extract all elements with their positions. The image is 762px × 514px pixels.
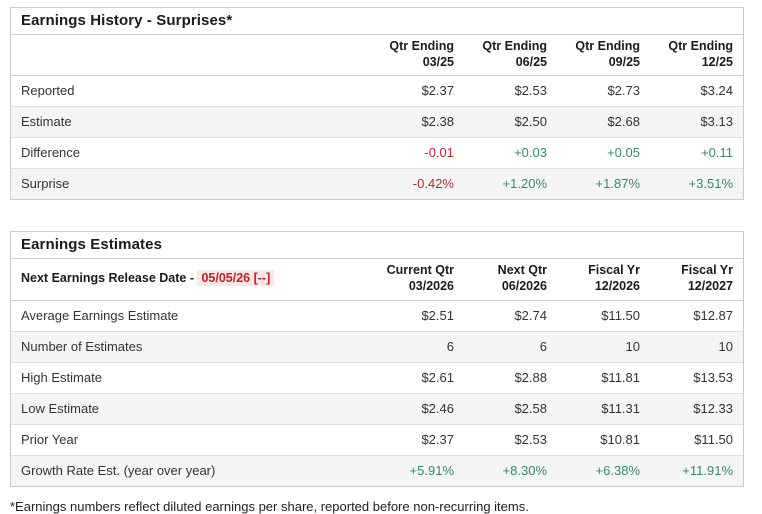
header-line1: Qtr Ending (389, 39, 454, 53)
header-line2: 12/25 (701, 54, 733, 69)
row-label: Low Estimate (11, 392, 371, 424)
next-earnings-release-date: 05/05/26 [--] (197, 270, 275, 287)
table-row-prior-year: Prior Year $2.37 $2.53 $10.81 $11.50 (11, 423, 743, 455)
cell-value: $11.50 (650, 423, 743, 455)
cell-value: +1.20% (464, 168, 557, 200)
row-label: High Estimate (11, 361, 371, 393)
cell-value: $2.61 (371, 361, 464, 393)
row-label: Reported (21, 83, 75, 99)
header-row: Qtr Ending 03/25 Qtr Ending 06/25 Qtr En… (11, 35, 743, 77)
row-label: Difference (11, 137, 371, 169)
earnings-estimates-title: Earnings Estimates (11, 232, 743, 260)
header-line1: Qtr Ending (575, 39, 640, 53)
column-header-qtr1: Qtr Ending 03/25 (371, 35, 464, 77)
cell-value: +1.87% (557, 168, 650, 200)
cell-value: $3.13 (650, 106, 743, 138)
cell-value: $3.24 (700, 83, 733, 99)
cell-value: +0.03 (464, 137, 557, 169)
table-row-low-estimate: Low Estimate $2.46 $2.58 $11.31 $12.33 (11, 392, 743, 424)
cell-value: +3.51% (650, 168, 743, 200)
cell-value: $2.74 (514, 307, 547, 323)
cell-value: -0.42% (371, 168, 464, 200)
header-line2: 06/2026 (501, 278, 547, 293)
cell-value: $2.53 (464, 423, 557, 455)
column-header-qtr4: Qtr Ending 12/25 (650, 35, 743, 77)
header-line1: Next Qtr (497, 263, 547, 278)
cell-value: +8.30% (464, 454, 557, 486)
cell-value: $2.58 (464, 392, 557, 424)
cell-value: $12.33 (650, 392, 743, 424)
table-row-number-of-estimates: Number of Estimates 6 6 10 10 (11, 330, 743, 362)
cell-value: $12.87 (693, 307, 733, 323)
row-label: Average Earnings Estimate (21, 307, 179, 323)
cell-value: 6 (464, 330, 557, 362)
cell-value: +6.38% (557, 454, 650, 486)
row-label: Number of Estimates (11, 330, 371, 362)
earnings-history-title: Earnings History - Surprises* (11, 8, 743, 35)
table-row-high-estimate: High Estimate $2.61 $2.88 $11.81 $13.53 (11, 361, 743, 393)
header-line1: Fiscal Yr (588, 263, 640, 278)
row-label: Estimate (11, 106, 371, 138)
table-row-estimate: Estimate $2.38 $2.50 $2.68 $3.13 (11, 106, 743, 138)
cell-value: 10 (650, 330, 743, 362)
cell-value: $11.31 (557, 392, 650, 424)
header-row: Next Earnings Release Date - 05/05/26 [-… (11, 259, 743, 301)
column-header-fiscal-yr2: Fiscal Yr 12/2027 (650, 259, 743, 301)
column-header-qtr2: Qtr Ending 06/25 (464, 35, 557, 77)
header-line1: Qtr Ending (668, 39, 733, 53)
cell-value: $2.88 (464, 361, 557, 393)
cell-value: +0.11 (650, 137, 743, 169)
cell-value: $10.81 (557, 423, 650, 455)
earnings-footnote: *Earnings numbers reflect diluted earnin… (10, 498, 529, 514)
header-line2: 09/25 (608, 54, 640, 69)
column-header-qtr3: Qtr Ending 09/25 (557, 35, 650, 77)
row-label: Growth Rate Est. (year over year) (11, 454, 371, 486)
cell-value: $2.46 (371, 392, 464, 424)
cell-value: $2.37 (421, 83, 454, 99)
cell-value: 10 (557, 330, 650, 362)
cell-value: $11.81 (557, 361, 650, 393)
cell-value: 6 (371, 330, 464, 362)
row-label: Surprise (11, 168, 371, 200)
cell-value: $2.53 (514, 83, 547, 99)
table-row-average-earnings-estimate: Average Earnings Estimate $2.51 $2.74 $1… (11, 300, 743, 331)
column-header-current-qtr: Current Qtr 03/2026 (371, 259, 464, 301)
table-row-growth-rate: Growth Rate Est. (year over year) +5.91%… (11, 454, 743, 486)
earnings-history-table: Qtr Ending 03/25 Qtr Ending 06/25 Qtr En… (11, 35, 743, 200)
earnings-history-card: Earnings History - Surprises* Qtr Ending… (10, 7, 744, 201)
earnings-estimates-table: Next Earnings Release Date - 05/05/26 [-… (11, 259, 743, 486)
header-line1: Qtr Ending (482, 39, 547, 53)
cell-value: +5.91% (371, 454, 464, 486)
cell-value: +11.91% (650, 454, 743, 486)
cell-value: $2.38 (371, 106, 464, 138)
header-line2: 03/25 (422, 54, 454, 69)
header-line2: 12/2027 (687, 278, 733, 293)
next-earnings-release-header: Next Earnings Release Date - 05/05/26 [-… (11, 259, 371, 301)
table-row-reported: Reported $2.37 $2.53 $2.73 $3.24 (11, 76, 743, 107)
header-line2: 06/25 (515, 54, 547, 69)
column-header-next-qtr: Next Qtr 06/2026 (464, 259, 557, 301)
cell-value: $2.37 (371, 423, 464, 455)
header-line1: Fiscal Yr (681, 263, 733, 278)
table-row-surprise: Surprise -0.42% +1.20% +1.87% +3.51% (11, 168, 743, 200)
table-row-difference: Difference -0.01 +0.03 +0.05 +0.11 (11, 137, 743, 169)
cell-value: $13.53 (650, 361, 743, 393)
row-label: Prior Year (11, 423, 371, 455)
empty-header-cell (11, 35, 371, 77)
header-line2: 03/2026 (408, 278, 454, 293)
cell-value: -0.01 (371, 137, 464, 169)
earnings-estimates-card: Earnings Estimates Next Earnings Release… (10, 231, 744, 487)
header-line1: Current Qtr (386, 263, 454, 278)
cell-value: +0.05 (557, 137, 650, 169)
cell-value: $2.50 (464, 106, 557, 138)
header-line2: 12/2026 (594, 278, 640, 293)
next-earnings-release-label: Next Earnings Release Date - (21, 271, 198, 286)
column-header-fiscal-yr1: Fiscal Yr 12/2026 (557, 259, 650, 301)
cell-value: $2.68 (557, 106, 650, 138)
cell-value: $2.51 (421, 307, 454, 323)
cell-value: $2.73 (607, 83, 640, 99)
cell-value: $11.50 (601, 307, 640, 323)
